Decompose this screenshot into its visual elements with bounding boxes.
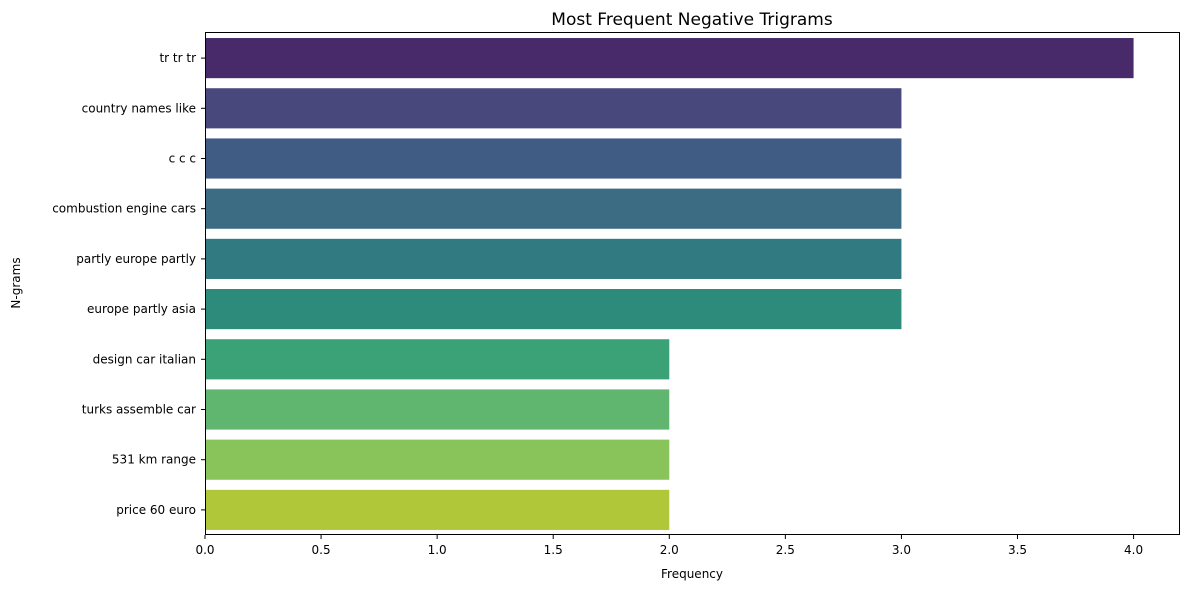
- x-tick-label: 3.0: [892, 543, 911, 557]
- x-tick-label: 4.0: [1124, 543, 1143, 557]
- x-tick-label: 3.5: [1008, 543, 1027, 557]
- bar-7: [205, 389, 670, 430]
- y-tick-label: design car italian: [93, 352, 196, 366]
- y-tick-label: europe partly asia: [87, 302, 196, 316]
- bar-6: [205, 339, 670, 380]
- x-tick-label: 1.0: [428, 543, 447, 557]
- x-tick-label: 1.5: [544, 543, 563, 557]
- y-tick-label: turks assemble car: [82, 403, 196, 417]
- bar-4: [205, 238, 902, 279]
- y-tick-label: c c c: [169, 152, 196, 166]
- y-tick-label: price 60 euro: [116, 503, 196, 517]
- bar-2: [205, 138, 902, 179]
- y-ticks-group: tr tr tr country names like c c c combustio…: [52, 51, 205, 517]
- bars-group: [205, 38, 1134, 530]
- y-tick-label: partly europe partly: [76, 252, 196, 266]
- x-tick-label: 2.5: [776, 543, 795, 557]
- bar-9: [205, 489, 670, 530]
- bar-0: [205, 38, 1134, 79]
- bar-5: [205, 289, 902, 330]
- x-ticks-group: 0.0 0.5 1.0 1.5 2.0 2.5 3.0 3.5 4.0: [195, 535, 1143, 557]
- bar-1: [205, 88, 902, 129]
- x-tick-label: 0.0: [195, 543, 214, 557]
- x-axis-label: Frequency: [661, 567, 723, 581]
- y-axis-label: N-grams: [9, 257, 23, 308]
- plot-frame: [205, 32, 1180, 535]
- y-tick-label: 531 km range: [112, 453, 196, 467]
- y-tick-label: tr tr tr: [159, 51, 196, 65]
- y-tick-label: country names like: [82, 101, 196, 115]
- x-tick-label: 0.5: [312, 543, 331, 557]
- x-tick-label: 2.0: [660, 543, 679, 557]
- y-tick-label: combustion engine cars: [52, 202, 196, 216]
- bar-3: [205, 188, 902, 229]
- chart-title: Most Frequent Negative Trigrams: [551, 10, 833, 30]
- bar-8: [205, 439, 670, 480]
